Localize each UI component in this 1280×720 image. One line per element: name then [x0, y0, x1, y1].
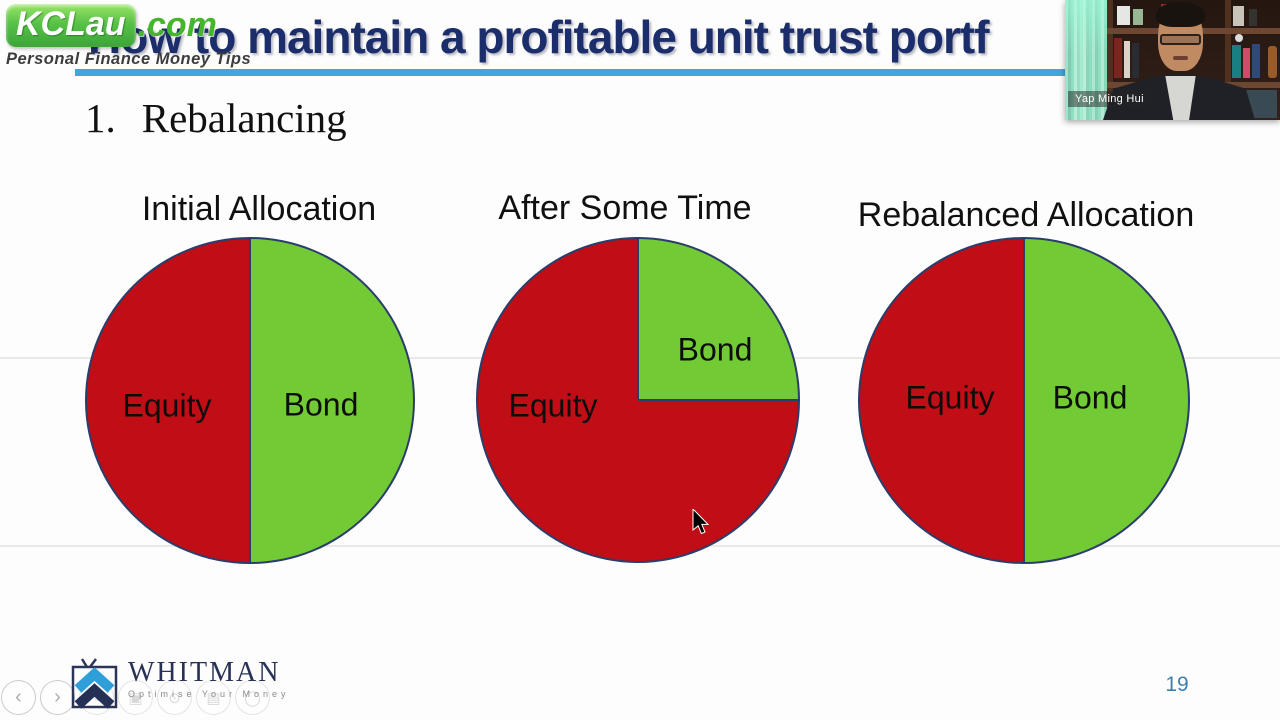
kclau-tagline: Personal Finance Money Tips [6, 50, 252, 68]
shelf-item [1132, 43, 1139, 78]
pie-label-equity: Equity [905, 379, 995, 416]
chevron-right-icon: › [54, 686, 61, 708]
circle-icon: ◯ [244, 689, 261, 707]
speaker-mouth [1173, 56, 1188, 60]
pie-slice-divider [638, 399, 798, 401]
pie-label-equity: Equity [122, 387, 212, 424]
spotlight-tool-button[interactable]: ⊙ [157, 680, 192, 715]
heading-number: 1. [85, 95, 116, 141]
pie-slice-divider [1023, 239, 1025, 562]
shelf-item [1235, 34, 1243, 42]
pie-chart-title-initial: Initial Allocation [141, 190, 377, 228]
shelf-item [1114, 38, 1122, 78]
shelf-figurine [1268, 46, 1277, 78]
whitman-name: WHITMAN [128, 657, 281, 688]
pie-chart-after-some-time: Equity Bond [476, 237, 800, 563]
kclau-logo-badge: KCLau [6, 4, 136, 47]
shelf-item [1133, 9, 1143, 25]
heading-text: Rebalancing [141, 95, 347, 141]
notes-icon: ▤ [206, 689, 221, 707]
prev-slide-button[interactable]: ‹ [1, 680, 36, 715]
chevron-left-icon: ‹ [15, 686, 22, 708]
pie-label-bond: Bond [677, 331, 753, 368]
arrow-cursor-icon [692, 507, 710, 535]
title-underline-bar [75, 69, 1280, 76]
mouse-cursor [692, 507, 710, 541]
page-number: 19 [1165, 673, 1189, 696]
kclau-logo-text: KCLau [16, 5, 126, 43]
stamp-tool-button[interactable]: ▣ [118, 680, 153, 715]
speaker-face [1156, 2, 1205, 71]
shelf-item [1124, 41, 1130, 78]
whitman-logo: WHITMAN Optimise Your Money [70, 658, 290, 710]
pie-chart-initial-allocation: Equity Bond [85, 237, 415, 564]
next-slide-button[interactable]: › [40, 680, 75, 715]
pie-chart-rebalanced-allocation: Equity Bond [858, 237, 1190, 564]
glasses-icon [1160, 34, 1201, 45]
pie-slice-divider [249, 239, 251, 562]
speaker-hair [1156, 2, 1205, 27]
slide-title: How to maintain a profitable unit trust … [88, 11, 990, 63]
notes-tool-button[interactable]: ▤ [196, 680, 231, 715]
slide-heading: 1. Rebalancing [85, 94, 347, 142]
spotlight-icon: ⊙ [168, 689, 181, 707]
shelf-item [1243, 48, 1250, 78]
whitman-tagline: Optimise Your Money [128, 689, 290, 699]
webcam-video[interactable]: Yap Ming Hui [1065, 0, 1280, 120]
whitman-house-icon [71, 658, 118, 709]
shelf-item [1252, 44, 1260, 78]
bookshelf-pillar [1225, 0, 1231, 120]
pie-chart-title-rebalanced: Rebalanced Allocation [857, 196, 1195, 234]
more-tools-button[interactable]: ◯ [235, 680, 270, 715]
speaker-name-label: Yap Ming Hui [1068, 91, 1151, 107]
pie-label-bond: Bond [1052, 379, 1128, 416]
shelf-item [1232, 45, 1241, 78]
bookshelf-pillar [1107, 0, 1113, 120]
pie-label-equity: Equity [508, 387, 598, 424]
shelf-item [1249, 9, 1257, 26]
stamp-icon: ▣ [128, 689, 143, 707]
kclau-logo-suffix: .com [137, 6, 217, 44]
kclau-logo: KCLau .com Personal Finance Money Tips [6, 4, 251, 69]
pie-chart-title-after: After Some Time [498, 189, 752, 227]
shelf-item [1233, 6, 1244, 26]
pie-label-bond: Bond [283, 386, 359, 423]
pie-slice-divider [637, 239, 639, 400]
shelf-item [1117, 6, 1130, 25]
